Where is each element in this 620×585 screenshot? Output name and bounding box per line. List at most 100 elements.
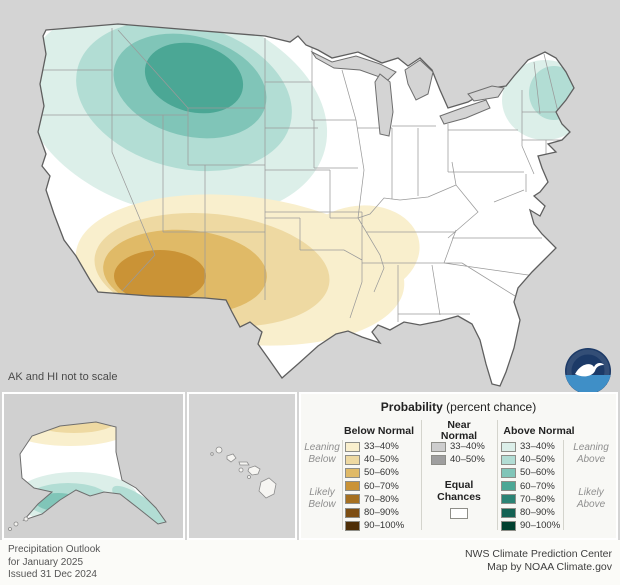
legend-range-label: 33–40% bbox=[364, 441, 399, 453]
legend-leaning-above-label: Leaning Above bbox=[573, 442, 609, 465]
hawaiian-islands bbox=[210, 446, 277, 499]
hawaii-inset bbox=[187, 392, 297, 540]
legend-divider bbox=[421, 420, 422, 530]
legend-above-normal-header: Above Normal bbox=[503, 425, 575, 437]
legend-row: 60–70% bbox=[345, 480, 404, 493]
legend-color-swatch bbox=[345, 520, 360, 531]
legend-range-label: 50–60% bbox=[364, 467, 399, 479]
legend-range-label: 80–90% bbox=[364, 507, 399, 519]
legend-color-swatch bbox=[501, 481, 516, 492]
legend-color-swatch bbox=[501, 494, 516, 505]
legend-range-label: 40–50% bbox=[520, 454, 555, 466]
legend-range-label: 60–70% bbox=[364, 480, 399, 492]
alaska-above-normal-33-40-contour bbox=[20, 472, 138, 524]
legend-row: 40–50% bbox=[431, 453, 485, 466]
legend-color-swatch bbox=[345, 494, 360, 505]
footer-credit-line-2: Map by NOAA Climate.gov bbox=[487, 561, 612, 573]
legend-near-normal-rows: 33–40% 40–50% bbox=[431, 440, 485, 466]
alaska-map bbox=[8, 421, 167, 531]
legend-range-label: 70–80% bbox=[364, 493, 399, 505]
legend-row: 70–80% bbox=[345, 493, 404, 506]
legend-equal-chances-label: Equal Chances bbox=[437, 479, 481, 503]
footer-credit: NWS Climate Prediction Center Map by NOA… bbox=[465, 548, 612, 574]
legend-row: 70–80% bbox=[501, 493, 560, 506]
noaa-logo bbox=[565, 348, 611, 394]
legend-row: 40–50% bbox=[345, 453, 404, 466]
legend-likely-below-label: Likely Below bbox=[308, 487, 336, 510]
legend-color-swatch bbox=[501, 467, 516, 478]
legend-color-swatch bbox=[345, 481, 360, 492]
scale-note: AK and HI not to scale bbox=[8, 371, 118, 383]
legend-near-normal-header: Near Normal bbox=[440, 419, 478, 442]
us-precipitation-map bbox=[37, 23, 611, 394]
legend-row: 50–60% bbox=[345, 466, 404, 479]
legend-divider bbox=[497, 420, 498, 530]
legend-below-normal-header: Below Normal bbox=[343, 425, 414, 437]
aleutian-islands bbox=[8, 516, 29, 531]
legend-range-label: 90–100% bbox=[520, 520, 561, 532]
legend-panel: Probability (percent chance) Below Norma… bbox=[299, 392, 618, 540]
alaska-above-normal-40-50-contour bbox=[26, 483, 110, 517]
legend-title-bold: Probability bbox=[380, 400, 443, 414]
legend-color-swatch bbox=[501, 441, 516, 452]
legend-row: 50–60% bbox=[501, 466, 560, 479]
legend-above-normal-rows: 33–40% 40–50% 50–60% 60–70% 70–80% 80–90% 90–1… bbox=[501, 440, 560, 532]
legend-row: 40–50% bbox=[501, 453, 560, 466]
legend-leaning-below-label: Leaning Below bbox=[304, 442, 340, 465]
noaa-logo-ocean bbox=[565, 375, 611, 394]
legend-color-swatch bbox=[345, 454, 360, 465]
legend-range-label: 33–40% bbox=[520, 441, 555, 453]
below-normal-60-70-contour bbox=[114, 250, 206, 302]
alaska-outline bbox=[19, 421, 167, 525]
legend-color-swatch bbox=[501, 507, 516, 518]
legend-color-swatch bbox=[501, 520, 516, 531]
hawaii-map bbox=[210, 446, 277, 499]
legend-row: 60–70% bbox=[501, 480, 560, 493]
legend-row: 33–40% bbox=[345, 440, 404, 453]
alaska-below-normal-40-50-contour bbox=[32, 422, 116, 433]
legend-color-swatch bbox=[345, 467, 360, 478]
legend-color-swatch bbox=[345, 507, 360, 518]
legend-row: 33–40% bbox=[431, 440, 485, 453]
lake-michigan bbox=[374, 73, 394, 137]
footer-outlook-caption: Precipitation Outlook for January 2025 I… bbox=[8, 544, 100, 582]
us-outline bbox=[37, 23, 575, 387]
legend-range-label: 33–40% bbox=[450, 441, 485, 453]
legend-range-label: 70–80% bbox=[520, 493, 555, 505]
legend-row: 90–100% bbox=[501, 519, 560, 532]
lake-huron bbox=[404, 59, 434, 101]
legend-title: Probability (percent chance) bbox=[301, 400, 616, 414]
footer-caption-line-1: Precipitation Outlook bbox=[8, 544, 101, 555]
legend-range-label: 80–90% bbox=[520, 507, 555, 519]
legend-color-swatch bbox=[345, 441, 360, 452]
legend-range-label: 50–60% bbox=[520, 467, 555, 479]
above-normal-60-70-contour-nw bbox=[144, 42, 244, 114]
legend-divider bbox=[342, 440, 343, 530]
alaska-inset bbox=[2, 392, 185, 540]
legend-title-rest: (percent chance) bbox=[442, 400, 537, 414]
footer-caption-line-3: Issued 31 Dec 2024 bbox=[8, 569, 97, 580]
lake-erie bbox=[439, 99, 491, 125]
footer-bar: Precipitation Outlook for January 2025 I… bbox=[0, 540, 620, 585]
legend-color-swatch bbox=[501, 454, 516, 465]
legend-below-normal-rows: 33–40% 40–50% 50–60% 60–70% 70–80% 80–90% 90–1… bbox=[345, 440, 404, 532]
lake-ontario bbox=[467, 85, 505, 102]
footer-caption-line-2: for January 2025 bbox=[8, 556, 84, 568]
legend-range-label: 40–50% bbox=[450, 454, 485, 466]
alaska-panhandle-above-normal-contour bbox=[112, 485, 166, 524]
noaa-logo-gull-icon bbox=[575, 362, 604, 377]
legend-range-label: 90–100% bbox=[364, 520, 405, 532]
legend-divider bbox=[563, 440, 564, 530]
state-borders bbox=[40, 28, 564, 322]
legend-range-label: 40–50% bbox=[364, 454, 399, 466]
legend-row: 80–90% bbox=[501, 506, 560, 519]
legend-color-swatch bbox=[431, 441, 446, 452]
legend-equal-chances-swatch bbox=[450, 508, 468, 519]
legend-range-label: 60–70% bbox=[520, 480, 555, 492]
legend-row: 33–40% bbox=[501, 440, 560, 453]
footer-credit-line-1: NWS Climate Prediction Center bbox=[464, 548, 612, 560]
legend-color-swatch bbox=[431, 454, 446, 465]
lake-superior bbox=[310, 50, 397, 81]
legend-row: 80–90% bbox=[345, 506, 404, 519]
